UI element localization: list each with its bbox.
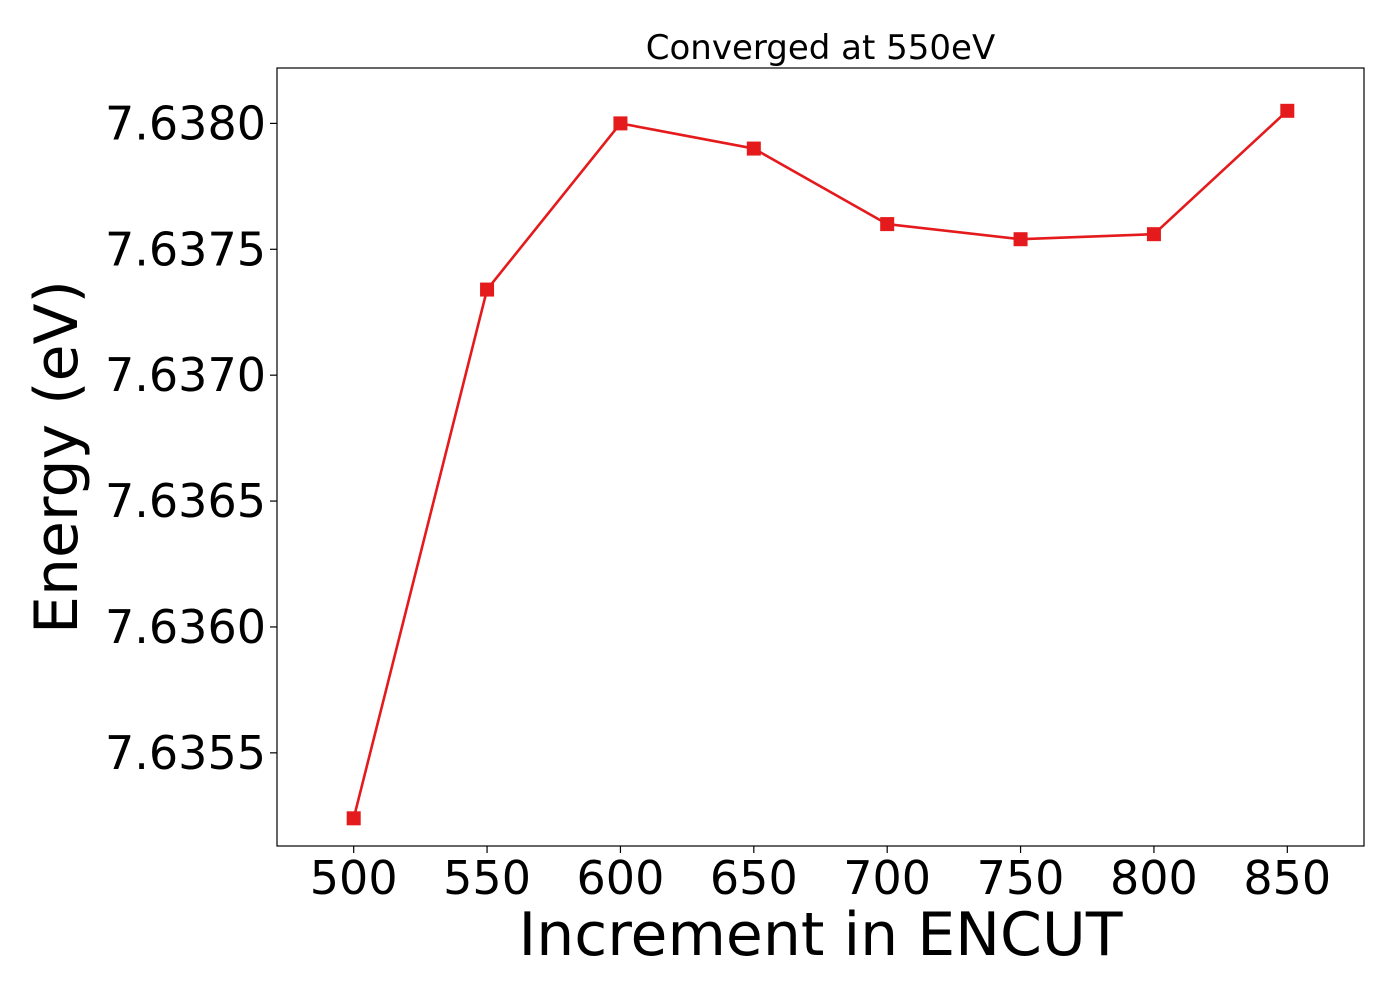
y-tick-label: 7.6375 (105, 222, 266, 276)
series-line (352, 109, 1289, 819)
x-axis-ticks: 500 550 600 650 700 750 800 850 (310, 846, 1331, 905)
data-point-marker (613, 116, 628, 131)
y-tick-label: 7.6355 (105, 726, 266, 780)
x-tick-label: 750 (977, 851, 1065, 905)
data-point-marker (1013, 232, 1028, 247)
x-tick-label: 700 (843, 851, 931, 905)
y-tick-label: 7.6365 (105, 474, 266, 528)
x-tick-label: 650 (710, 851, 798, 905)
x-tick-label: 550 (443, 851, 531, 905)
x-tick-label: 500 (310, 851, 398, 905)
y-tick-label: 7.6360 (105, 600, 266, 654)
data-point-marker (1280, 103, 1295, 118)
data-point-marker (880, 217, 895, 232)
x-tick-label: 850 (1243, 851, 1331, 905)
x-tick-label: 800 (1110, 851, 1198, 905)
x-tick-label: 600 (577, 851, 665, 905)
data-point-marker (1146, 227, 1161, 242)
data-point-marker (346, 811, 361, 826)
data-point-marker (480, 282, 495, 297)
y-tick-label: 7.6380 (105, 96, 266, 150)
chart-title: Converged at 550eV (646, 28, 995, 68)
y-tick-label: 7.6370 (105, 348, 266, 402)
series-layer (346, 103, 1295, 826)
y-axis-label: Energy (eV) (22, 280, 92, 634)
y-axis-ticks: 7.6355 7.6360 7.6365 7.6370 7.6375 7.6380 (105, 96, 277, 780)
plot-frame (276, 67, 1365, 847)
x-axis-label: Increment in ENCUT (519, 900, 1123, 970)
data-point-marker (746, 141, 761, 156)
